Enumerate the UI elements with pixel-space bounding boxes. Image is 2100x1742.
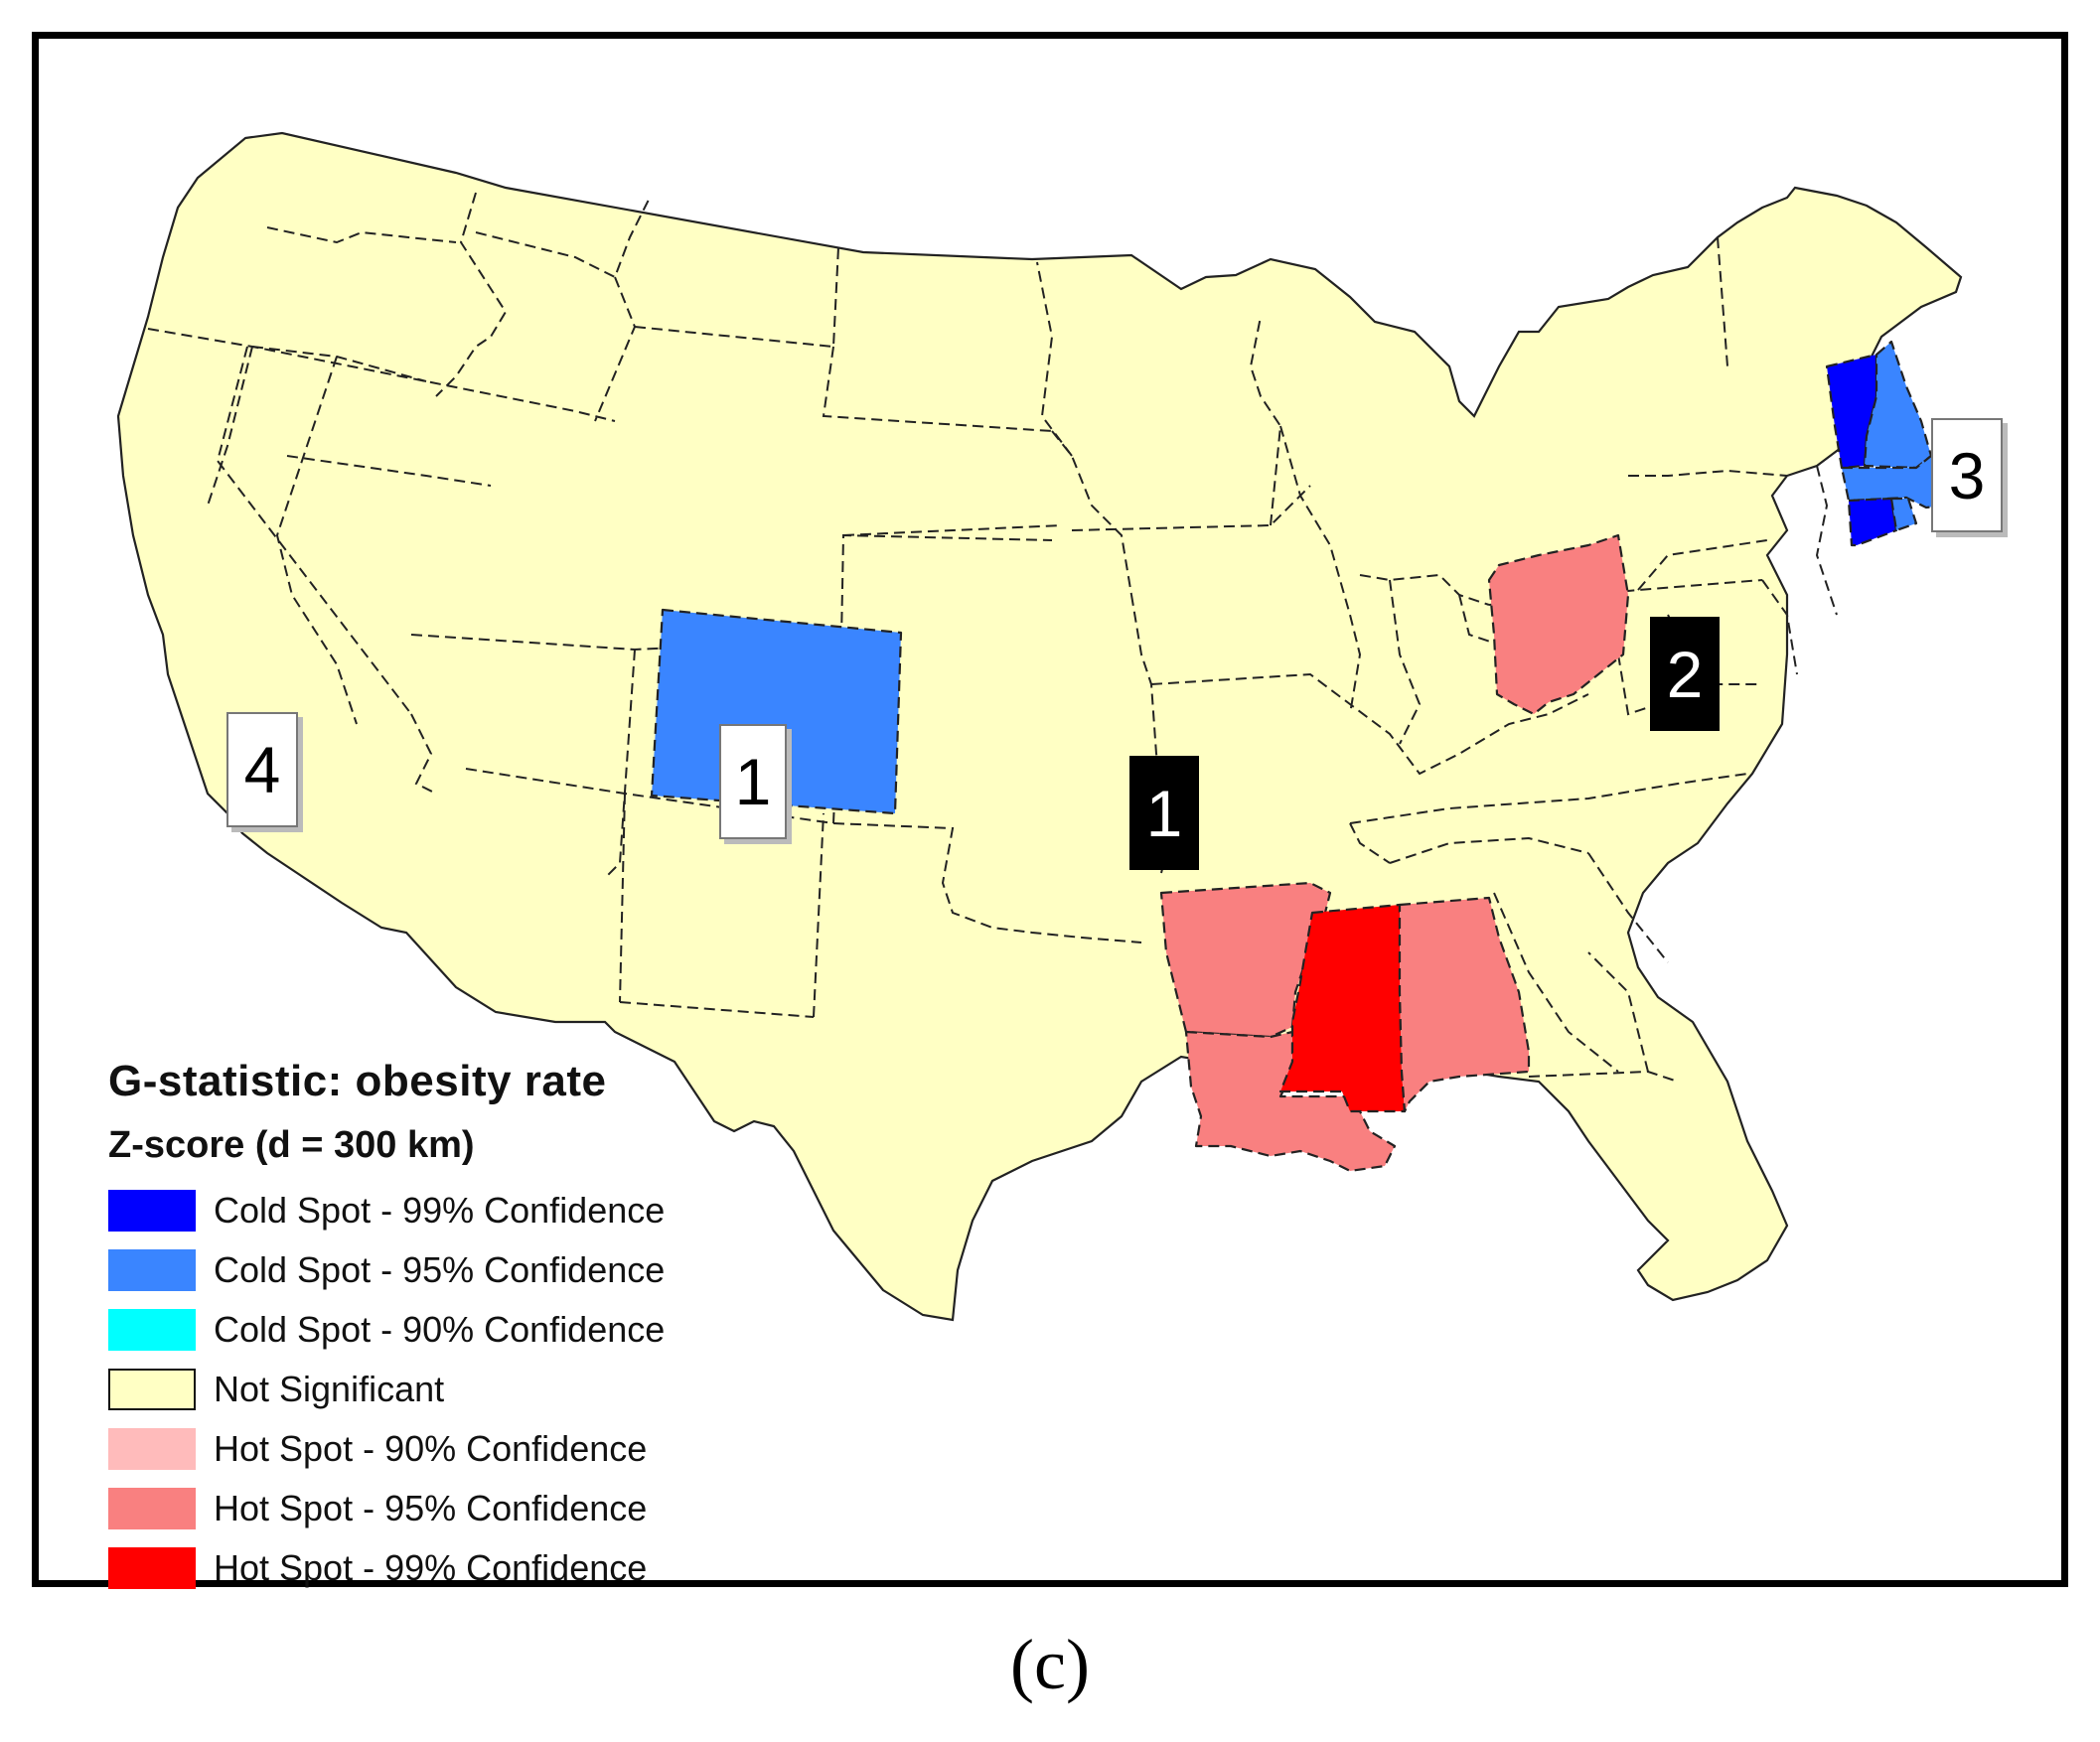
legend-label: Cold Spot - 99% Confidence xyxy=(214,1190,666,1231)
legend-swatch xyxy=(108,1547,196,1589)
cluster-label-2: 2 xyxy=(1650,617,1720,731)
legend-swatch xyxy=(108,1488,196,1529)
state-connecticut xyxy=(1847,497,1898,547)
legend-swatch xyxy=(108,1369,196,1410)
legend-swatch xyxy=(108,1249,196,1291)
us-hotspot-map xyxy=(116,131,1963,1322)
state-ohio xyxy=(1487,533,1630,716)
legend-label: Hot Spot - 90% Confidence xyxy=(214,1428,648,1469)
state-rhode-island xyxy=(1889,497,1918,532)
figure-caption: (c) xyxy=(1010,1625,1090,1704)
legend-label: Hot Spot - 95% Confidence xyxy=(214,1488,648,1528)
legend-item: Cold Spot - 90% Confidence xyxy=(108,1300,665,1360)
highlighted-states xyxy=(650,340,1963,1173)
state-colorado xyxy=(650,608,903,815)
legend-swatch xyxy=(108,1428,196,1470)
state-alabama xyxy=(1398,896,1531,1113)
cluster-label-3: 3 xyxy=(1931,418,2003,532)
legend-item: Hot Spot - 99% Confidence xyxy=(108,1538,665,1598)
legend-item: Not Significant xyxy=(108,1360,665,1419)
legend-item: Hot Spot - 95% Confidence xyxy=(108,1479,665,1538)
legend-swatch xyxy=(108,1309,196,1351)
legend-label: Cold Spot - 90% Confidence xyxy=(214,1309,666,1350)
state-arkansas xyxy=(1159,881,1332,1039)
cluster-label-1-colorado: 1 xyxy=(719,724,787,839)
legend-subtitle: Z-score (d = 300 km) xyxy=(108,1124,475,1166)
legend-items: Cold Spot - 99% Confidence Cold Spot - 95… xyxy=(108,1181,665,1598)
legend-label: Cold Spot - 95% Confidence xyxy=(214,1249,666,1290)
legend-item: Cold Spot - 95% Confidence xyxy=(108,1240,665,1300)
legend-item: Hot Spot - 90% Confidence xyxy=(108,1419,665,1479)
map-frame: 1 1 2 3 4 G-statistic: obesity rate Z-sc… xyxy=(32,32,2068,1589)
legend-label: Not Significant xyxy=(214,1369,445,1409)
legend-title: G-statistic: obesity rate xyxy=(108,1057,607,1105)
cluster-label-1-arkansas: 1 xyxy=(1129,756,1199,870)
legend-swatch xyxy=(108,1190,196,1232)
state-new-hampshire xyxy=(1863,340,1933,470)
cluster-label-4: 4 xyxy=(226,712,298,827)
legend-label: Hot Spot - 99% Confidence xyxy=(214,1547,648,1588)
state-louisiana xyxy=(1184,1030,1397,1173)
legend-item: Cold Spot - 99% Confidence xyxy=(108,1181,665,1240)
map-legend: G-statistic: obesity rate Z-score (d = 3… xyxy=(108,1057,665,1598)
